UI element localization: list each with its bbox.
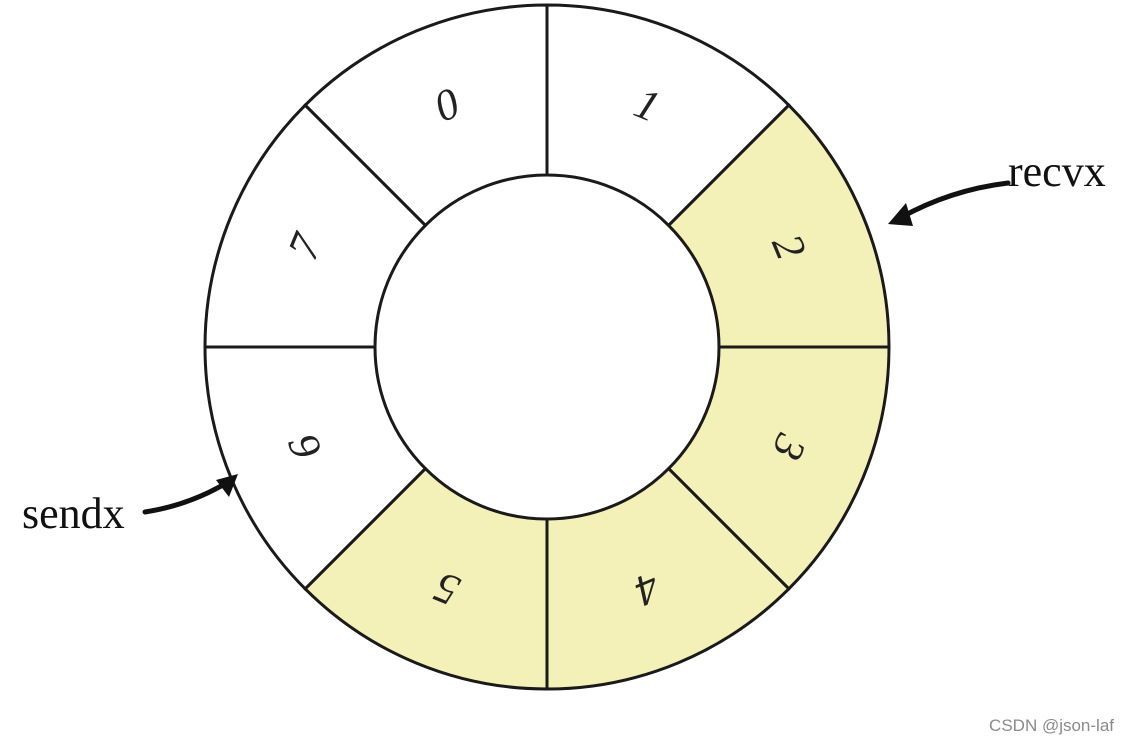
ring-slot-3 [666,345,891,591]
ring-slot-2 [666,103,891,349]
recv-pointer: recvx [888,147,1106,226]
send-arrow-icon [142,479,231,515]
ring-slot-7 [203,103,428,349]
send-pointer-label: sendx [22,489,125,538]
ring-slot-0 [303,3,549,228]
send-pointer: sendx [22,474,238,538]
ring-slot-4 [545,466,791,691]
ring-slot-1 [545,3,791,228]
watermark: CSDN @json-laf [989,716,1114,735]
send-arrowhead-icon [216,474,238,497]
ring-segments [203,3,891,691]
recv-arrow-icon [897,180,1011,221]
ring-slot-6 [203,345,428,591]
recv-pointer-label: recvx [1008,147,1106,196]
ring-slot-5 [303,466,549,691]
recv-arrowhead-icon [888,203,913,226]
